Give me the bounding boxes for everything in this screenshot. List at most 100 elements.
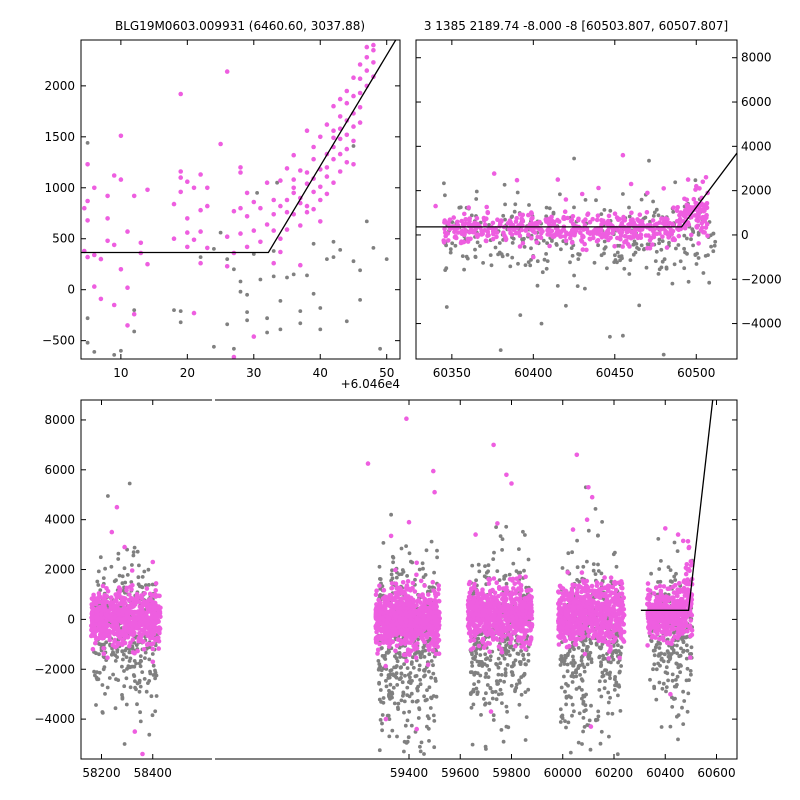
bottom-point xyxy=(413,655,419,660)
top-left-x-offset-label: +6.046e4 xyxy=(341,377,400,391)
bottom-point xyxy=(138,664,143,669)
top-right-point xyxy=(678,259,683,264)
top-left-point xyxy=(198,255,203,259)
bottom-point xyxy=(666,565,671,569)
top-right-point xyxy=(540,270,545,275)
bottom-point xyxy=(373,616,379,621)
bottom-point xyxy=(491,713,496,718)
top-right-point xyxy=(682,225,688,231)
bottom-point xyxy=(514,569,519,573)
bottom-point xyxy=(580,662,585,667)
top-left-point xyxy=(185,244,190,250)
panel-top-left: BLG19M0603.009931 (6460.60, 3037.88) 10 2… xyxy=(42,19,401,391)
bottom-point xyxy=(425,697,429,702)
top-left-point xyxy=(318,327,323,332)
bottom-point xyxy=(597,655,602,660)
top-right-point xyxy=(696,209,701,215)
top-right-point xyxy=(484,204,490,210)
bottom-point xyxy=(112,579,117,584)
top-right-point xyxy=(612,211,618,216)
bottom-point xyxy=(426,647,432,653)
top-right-point xyxy=(522,245,527,249)
bottom-point xyxy=(391,560,395,565)
bottom-point xyxy=(421,638,427,644)
top-right-point xyxy=(503,202,507,207)
bottom-point xyxy=(601,657,606,661)
top-right-point xyxy=(517,244,523,249)
bottom-point xyxy=(144,689,149,694)
bottom-point xyxy=(565,662,570,667)
top-left-point xyxy=(331,255,336,259)
bottom-point xyxy=(429,610,434,616)
bottom-point xyxy=(670,695,674,700)
top-right-point xyxy=(627,205,631,210)
bottom-point xyxy=(402,616,408,621)
bottom-point xyxy=(100,683,105,687)
top-left-point xyxy=(324,191,330,197)
bottom-point xyxy=(499,646,504,652)
bottom-point xyxy=(390,728,395,733)
bottom-point xyxy=(152,610,157,616)
bottom-point xyxy=(409,636,414,642)
top-left-point xyxy=(178,91,183,97)
bottom-point xyxy=(120,664,124,669)
bottom-point xyxy=(682,635,687,640)
top-right-point xyxy=(608,334,612,339)
bottom-point xyxy=(471,638,477,643)
top-right-point xyxy=(543,217,549,222)
bottom-point xyxy=(377,681,381,686)
bottom-point xyxy=(601,653,605,658)
top-left-point xyxy=(331,180,336,185)
bottom-point xyxy=(603,679,607,683)
bottom-point xyxy=(134,661,139,666)
top-right-ticks: 60350 60400 60450 60500−4000−20000200040006… xyxy=(416,40,782,380)
top-left-point xyxy=(344,132,350,138)
bottom-point xyxy=(580,648,585,653)
top-left-point xyxy=(337,136,343,142)
top-right-point xyxy=(674,246,678,251)
top-right-point xyxy=(637,303,642,308)
top-right-point xyxy=(529,246,533,251)
bottom-point xyxy=(586,528,591,533)
bottom-point xyxy=(410,679,414,683)
bottom-point xyxy=(407,551,412,556)
bottom-point xyxy=(688,669,693,673)
top-right-point xyxy=(444,243,448,248)
bottom-point xyxy=(410,580,416,586)
bottom-point xyxy=(519,692,524,697)
bottom-point xyxy=(433,600,439,605)
bottom-point xyxy=(570,702,575,707)
bottom-point xyxy=(430,579,436,585)
top-left-point xyxy=(351,75,356,80)
bottom-point xyxy=(483,564,487,568)
top-left-point xyxy=(111,173,117,178)
bottom-point xyxy=(373,623,379,629)
bottom-point xyxy=(404,544,408,548)
bottom-point xyxy=(569,661,574,665)
bottom-point xyxy=(516,652,521,656)
bottom-point xyxy=(128,656,133,661)
bottom-point xyxy=(132,545,137,550)
bottom-point xyxy=(560,716,565,721)
top-left-point xyxy=(171,236,177,241)
top-right-point xyxy=(603,245,608,250)
top-right-point xyxy=(508,264,513,269)
bottom-point xyxy=(607,734,611,739)
top-left-point xyxy=(258,277,263,282)
top-left-point xyxy=(85,141,90,145)
bottom-point xyxy=(396,707,400,711)
bottom-point xyxy=(596,714,601,719)
bottom-point xyxy=(90,646,96,652)
bottom-point xyxy=(422,752,426,756)
top-right-point xyxy=(675,205,680,210)
top-left-point xyxy=(255,191,259,195)
bottom-point xyxy=(411,665,416,670)
bottom-point xyxy=(96,569,101,574)
bottom-point xyxy=(654,697,659,702)
top-left-point xyxy=(92,350,97,354)
top-right-point xyxy=(637,212,643,217)
bottom-point xyxy=(588,650,593,655)
top-right-point xyxy=(676,243,681,247)
top-right-point xyxy=(533,220,538,226)
bottom-point xyxy=(89,611,95,617)
